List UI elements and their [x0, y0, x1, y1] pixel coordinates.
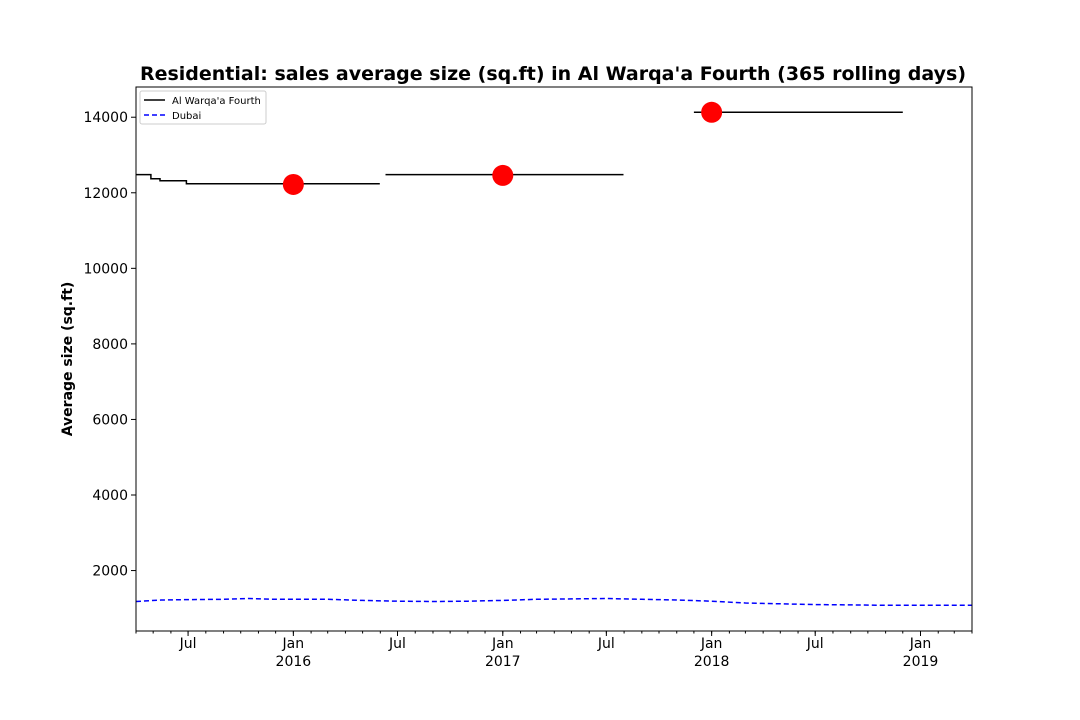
plot-frame — [135, 86, 973, 632]
legend-box — [139, 90, 267, 125]
series-line-al-warqaa-fourth — [136, 173, 380, 185]
x-tick-label: Jan — [282, 636, 305, 652]
x-tick-label: Jan — [491, 636, 514, 652]
x-tick-label: Jul — [179, 636, 197, 652]
x-tick-label: Jan — [909, 636, 932, 652]
legend-label-warqa: Al Warqa'a Fourth — [172, 96, 261, 107]
y-tick-label: 14000 — [83, 110, 128, 126]
y-tick-label: 2000 — [92, 564, 128, 580]
x-tick-label: Jul — [597, 636, 615, 652]
x-tick-label: Jan — [700, 636, 723, 652]
y-tick-label: 6000 — [92, 412, 128, 428]
y-tick-label: 10000 — [83, 261, 128, 277]
x-tick-year-label: 2016 — [276, 654, 312, 670]
y-tick-label: 12000 — [83, 186, 128, 202]
legend-label-dubai: Dubai — [172, 111, 201, 122]
series-line-dubai — [135, 597, 972, 607]
y-axis-label: Average size (sq.ft) — [60, 282, 76, 437]
legend: Al Warqa'a Fourth Dubai — [139, 90, 267, 125]
x-tick-year-label: 2017 — [485, 654, 521, 670]
y-tick-label: 8000 — [92, 337, 128, 353]
annual-marker — [282, 173, 304, 195]
x-tick-label: Jul — [806, 636, 824, 652]
y-tick-label: 4000 — [92, 488, 128, 504]
x-tick-year-label: 2018 — [694, 654, 730, 670]
annual-marker — [492, 164, 514, 186]
y-axis: 2000 4000 6000 8000 10000 12000 14000 — [83, 110, 136, 580]
x-tick-label: Jul — [388, 636, 406, 652]
annual-marker — [701, 101, 723, 123]
x-tick-year-label: 2019 — [903, 654, 939, 670]
plot-area — [135, 101, 972, 607]
x-axis: Jul Jan 2016 Jul Jan 2017 Jul Jan 2018 Jul Jan 2019 — [135, 631, 973, 670]
chart-title: Residential: sales average size (sq.ft) … — [140, 63, 966, 85]
